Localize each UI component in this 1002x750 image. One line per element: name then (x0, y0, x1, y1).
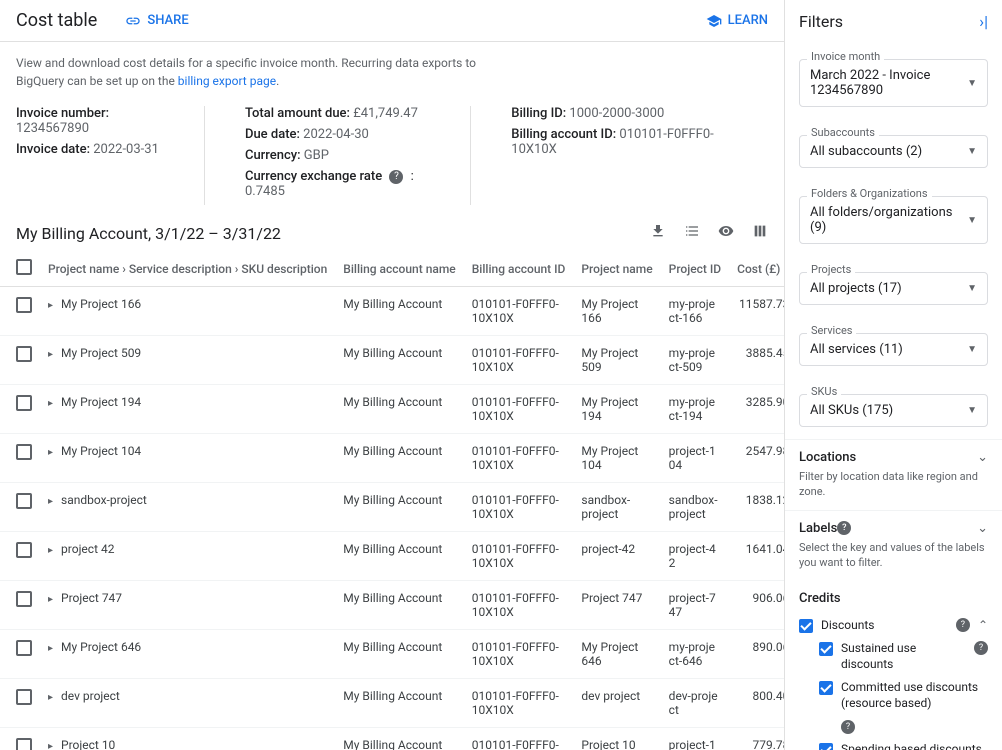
table-row[interactable]: ▸My Project 166My Billing Account010101-… (0, 287, 784, 336)
filters-title: Filters (799, 12, 843, 31)
expand-icon[interactable] (684, 223, 700, 243)
help-icon[interactable]: ? (837, 521, 851, 535)
table-row[interactable]: ▸sandbox-projectMy Billing Account010101… (0, 483, 784, 532)
page-header: Cost table SHARE LEARN (0, 0, 784, 42)
chevron-down-icon: ▼ (967, 283, 977, 294)
row-checkbox[interactable] (16, 542, 32, 558)
filters-panel: Filters ›| Invoice month March 2022 - In… (784, 0, 1002, 750)
sustained-checkbox[interactable]: Sustained use discounts ? (799, 637, 988, 676)
row-checkbox[interactable] (16, 591, 32, 607)
chevron-down-icon: ▼ (967, 344, 977, 355)
table-title: My Billing Account, 3/1/22 – 3/31/22 (16, 224, 281, 243)
select-all-checkbox[interactable] (16, 259, 32, 275)
row-checkbox[interactable] (16, 297, 32, 313)
table-row[interactable]: ▸My Project 646My Billing Account010101-… (0, 630, 784, 679)
row-checkbox[interactable] (16, 689, 32, 705)
expand-row-icon[interactable]: ▸ (48, 496, 53, 507)
expand-row-icon[interactable]: ▸ (48, 545, 53, 556)
invoice-month-select[interactable]: March 2022 - Invoice 1234567890▼ (799, 59, 988, 107)
table-row[interactable]: ▸My Project 194My Billing Account010101-… (0, 385, 784, 434)
spending-checkbox[interactable]: Spending based discounts (contractual) (799, 738, 988, 750)
page-title: Cost table (16, 10, 97, 31)
services-select[interactable]: All services (11)▼ (799, 333, 988, 366)
table-row[interactable]: ▸Project 747My Billing Account010101-F0F… (0, 581, 784, 630)
help-icon[interactable]: ? (974, 641, 988, 655)
help-icon[interactable]: ? (956, 618, 970, 632)
table-row[interactable]: ▸My Project 104My Billing Account010101-… (0, 434, 784, 483)
row-checkbox[interactable] (16, 738, 32, 750)
locations-section[interactable]: Locations ⌄ (799, 450, 988, 465)
expand-row-icon[interactable]: ▸ (48, 643, 53, 654)
chevron-down-icon: ▼ (967, 146, 977, 157)
chevron-up-icon: ⌃ (978, 618, 988, 632)
col-billing-acct-id[interactable]: Billing account ID (464, 251, 574, 287)
chevron-down-icon: ▼ (967, 78, 977, 89)
cost-table: Project name › Service description › SKU… (0, 251, 784, 750)
labels-section[interactable]: Labels ? ⌄ (799, 521, 988, 536)
table-row[interactable]: ▸My Project 509My Billing Account010101-… (0, 336, 784, 385)
help-icon[interactable]: ? (389, 170, 403, 184)
row-checkbox[interactable] (16, 493, 32, 509)
folders-select[interactable]: All folders/organizations (9)▼ (799, 196, 988, 244)
expand-row-icon[interactable]: ▸ (48, 594, 53, 605)
collapse-panel-icon[interactable]: ›| (979, 12, 988, 31)
table-row[interactable]: ▸dev projectMy Billing Account010101-F0F… (0, 679, 784, 728)
col-hierarchy[interactable]: Project name › Service description › SKU… (40, 251, 335, 287)
expand-row-icon[interactable]: ▸ (48, 741, 53, 750)
projects-select[interactable]: All projects (17)▼ (799, 272, 988, 305)
row-checkbox[interactable] (16, 395, 32, 411)
expand-row-icon[interactable]: ▸ (48, 349, 53, 360)
row-checkbox[interactable] (16, 444, 32, 460)
row-checkbox[interactable] (16, 346, 32, 362)
chevron-down-icon: ⌄ (977, 450, 988, 465)
intro-text: View and download cost details for a spe… (0, 42, 784, 106)
subaccounts-select[interactable]: All subaccounts (2)▼ (799, 135, 988, 168)
visibility-icon[interactable] (718, 223, 734, 243)
share-button[interactable]: SHARE (125, 13, 188, 29)
learn-button[interactable]: LEARN (706, 13, 768, 29)
col-cost[interactable]: Cost (£) ↓ (729, 251, 784, 287)
learn-icon (706, 13, 722, 29)
expand-row-icon[interactable]: ▸ (48, 398, 53, 409)
expand-row-icon[interactable]: ▸ (48, 692, 53, 703)
row-checkbox[interactable] (16, 640, 32, 656)
invoice-metadata: Invoice number: 1234567890 Invoice date:… (0, 106, 784, 223)
table-row[interactable]: ▸project 42My Billing Account010101-F0FF… (0, 532, 784, 581)
chevron-down-icon: ⌄ (977, 521, 988, 536)
committed-checkbox[interactable]: Committed use discounts (resource based) (799, 676, 988, 715)
table-row[interactable]: ▸Project 10My Billing Account010101-F0FF… (0, 728, 784, 750)
chevron-down-icon: ▼ (967, 405, 977, 416)
col-project-name[interactable]: Project name (573, 251, 660, 287)
columns-icon[interactable] (752, 223, 768, 243)
col-billing-acct-name[interactable]: Billing account name (335, 251, 463, 287)
billing-export-link[interactable]: billing export page (178, 74, 276, 88)
link-icon (125, 13, 141, 29)
skus-select[interactable]: All SKUs (175)▼ (799, 394, 988, 427)
credits-title: Credits (799, 591, 988, 606)
chevron-down-icon: ▼ (967, 215, 977, 226)
col-project-id[interactable]: Project ID (661, 251, 729, 287)
download-icon[interactable] (650, 223, 666, 243)
discounts-checkbox[interactable]: Discounts ? ⌃ (799, 614, 988, 638)
expand-row-icon[interactable]: ▸ (48, 447, 53, 458)
expand-row-icon[interactable]: ▸ (48, 300, 53, 311)
help-icon[interactable]: ? (841, 720, 855, 734)
